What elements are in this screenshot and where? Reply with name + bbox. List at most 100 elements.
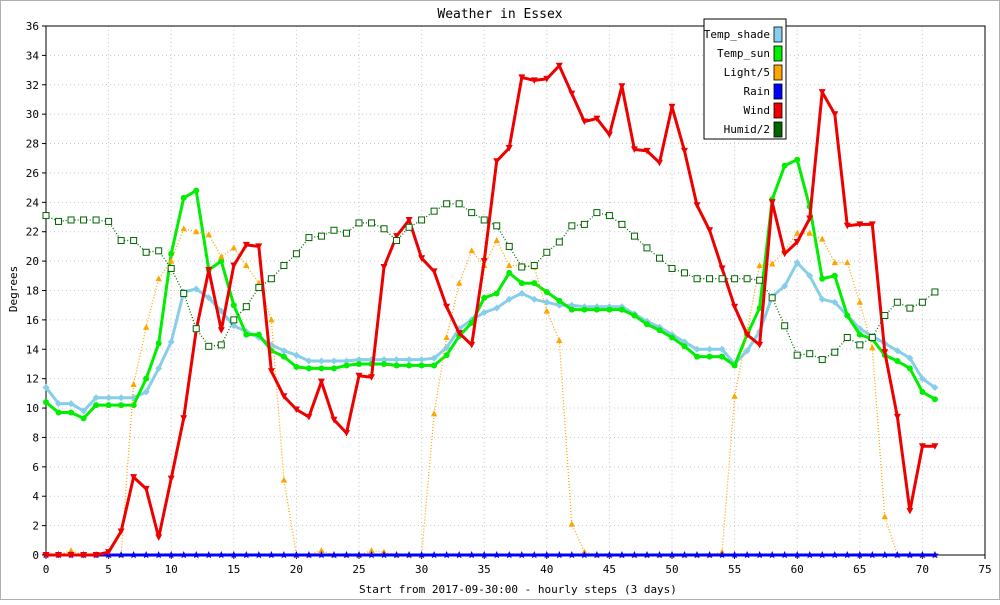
- y-tick-label: 26: [26, 167, 39, 180]
- data-point-rain: [668, 551, 676, 559]
- data-point-rain: [630, 551, 639, 559]
- data-point-temp-sun: [656, 327, 663, 334]
- data-point-rain: [192, 551, 200, 559]
- data-point-light-5: [268, 316, 275, 323]
- data-point-humid-2: [781, 322, 789, 330]
- data-point-rain: [342, 551, 351, 559]
- data-point-humid-2: [768, 294, 776, 302]
- data-point-humid-2: [405, 223, 413, 231]
- data-point-temp-sun: [756, 305, 763, 312]
- data-point-wind: [405, 217, 413, 224]
- data-point-light-5: [543, 307, 550, 314]
- data-point-temp-sun: [330, 365, 337, 372]
- data-point-rain: [217, 551, 226, 559]
- data-point-rain: [718, 551, 726, 559]
- data-point-humid-2: [267, 275, 275, 283]
- data-point-humid-2: [743, 275, 751, 283]
- data-point-temp-sun: [731, 362, 738, 369]
- legend-box: [703, 18, 787, 140]
- data-point-temp-shade: [493, 304, 501, 312]
- data-point-light-5: [443, 334, 450, 340]
- data-point-wind: [217, 327, 225, 334]
- data-point-rain: [467, 551, 476, 559]
- y-tick-label: 32: [26, 79, 39, 92]
- data-point-rain: [856, 551, 864, 559]
- y-tick-label: 24: [26, 196, 40, 209]
- data-point-light-5: [143, 323, 150, 330]
- data-point-rain: [680, 551, 689, 559]
- data-point-temp-shade: [530, 295, 538, 303]
- data-point-rain: [255, 551, 263, 559]
- data-point-wind: [267, 368, 275, 375]
- data-point-temp-sun: [406, 362, 413, 369]
- data-point-light-5: [130, 381, 137, 387]
- data-point-humid-2: [305, 234, 313, 242]
- data-point-light-5: [218, 253, 225, 260]
- data-point-humid-2: [117, 237, 125, 245]
- data-point-temp-sun: [243, 331, 250, 338]
- data-point-humid-2: [80, 216, 88, 224]
- y-tick-label: 14: [26, 343, 40, 356]
- data-point-rain: [730, 551, 739, 559]
- data-point-wind: [418, 255, 426, 262]
- data-point-humid-2: [655, 254, 663, 262]
- data-point-humid-2: [518, 263, 526, 271]
- data-point-wind: [117, 528, 125, 535]
- data-point-humid-2: [142, 248, 150, 256]
- data-point-temp-shade: [343, 357, 350, 365]
- data-point-temp-sun: [856, 331, 863, 338]
- data-point-wind: [142, 485, 150, 493]
- data-point-light-5: [869, 344, 876, 351]
- data-point-temp-sun: [418, 362, 425, 369]
- data-point-rain: [117, 551, 125, 559]
- x-tick-label: 35: [478, 563, 491, 576]
- data-point-light-5: [831, 259, 838, 266]
- data-point-rain: [392, 551, 401, 559]
- data-point-temp-sun: [180, 194, 187, 201]
- data-point-temp-shade: [142, 388, 150, 396]
- y-tick-label: 30: [26, 108, 39, 121]
- data-point-humid-2: [242, 303, 250, 311]
- legend-swatch-light-5: [773, 64, 783, 81]
- data-point-temp-sun: [931, 396, 938, 403]
- legend: Temp_shade Temp_sun Light/5 Rain Wind Humid/2: [703, 18, 787, 140]
- data-point-temp-shade: [280, 347, 288, 355]
- data-point-wind: [92, 552, 100, 559]
- data-point-temp-shade: [55, 400, 62, 408]
- data-point-rain: [518, 551, 526, 559]
- data-point-temp-shade: [92, 394, 100, 402]
- data-point-humid-2: [67, 216, 75, 224]
- data-point-humid-2: [330, 226, 338, 234]
- data-point-temp-shade: [292, 351, 300, 359]
- data-point-wind: [255, 243, 263, 250]
- data-point-temp-sun: [43, 399, 49, 406]
- x-tick-label: 70: [916, 563, 929, 576]
- data-point-humid-2: [931, 288, 939, 296]
- y-tick-label: 8: [32, 431, 39, 444]
- data-point-temp-shade: [355, 356, 363, 364]
- data-point-humid-2: [280, 262, 288, 270]
- data-point-humid-2: [368, 219, 376, 227]
- data-point-humid-2: [881, 311, 889, 319]
- data-point-light-5: [230, 244, 237, 251]
- data-point-temp-sun: [681, 343, 688, 350]
- data-point-wind: [330, 416, 338, 424]
- data-point-temp-sun: [618, 306, 625, 313]
- data-point-wind: [781, 250, 789, 258]
- data-point-wind: [393, 233, 401, 240]
- data-point-rain: [129, 551, 138, 559]
- data-point-humid-2: [718, 275, 726, 283]
- data-point-wind: [493, 158, 501, 165]
- data-point-humid-2: [130, 237, 138, 245]
- data-point-light-5: [193, 228, 200, 235]
- data-point-rain: [555, 551, 564, 559]
- data-point-temp-sun: [118, 402, 125, 409]
- data-point-temp-shade: [405, 356, 413, 364]
- data-point-rain: [618, 551, 626, 559]
- data-point-humid-2: [868, 334, 876, 342]
- data-point-rain: [242, 551, 251, 559]
- data-point-temp-sun: [556, 297, 563, 304]
- data-point-humid-2: [192, 325, 200, 333]
- data-point-temp-shade: [393, 356, 401, 364]
- data-point-wind: [480, 258, 488, 265]
